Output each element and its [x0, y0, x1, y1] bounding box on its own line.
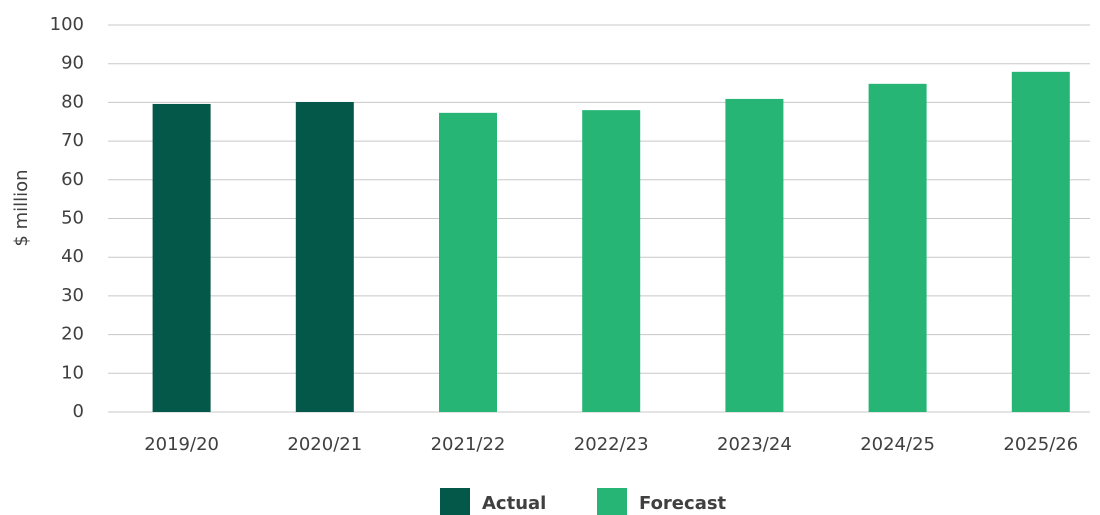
y-tick-label: 100 — [50, 14, 84, 35]
x-tick-label: 2020/21 — [287, 434, 362, 455]
bar — [152, 103, 211, 412]
x-tick-label: 2022/23 — [574, 434, 649, 455]
y-tick-label: 20 — [61, 324, 84, 345]
y-tick-label: 50 — [61, 208, 84, 229]
y-tick-label: 70 — [61, 130, 84, 151]
bar — [295, 102, 354, 412]
legend-swatch — [597, 488, 627, 515]
y-tick-label: 90 — [61, 53, 84, 74]
x-tick-label: 2023/24 — [717, 434, 792, 455]
y-tick-label: 30 — [61, 285, 84, 306]
bar — [1011, 71, 1070, 413]
x-tick-label: 2025/26 — [1003, 434, 1078, 455]
y-tick-label: 40 — [61, 246, 84, 267]
y-tick-label: 10 — [61, 362, 84, 383]
legend-label: Forecast — [639, 493, 727, 514]
y-axis-label: $ million — [11, 169, 32, 246]
x-tick-label: 2021/22 — [431, 434, 506, 455]
legend-label: Actual — [482, 493, 546, 514]
bar — [439, 112, 497, 412]
bar — [868, 83, 927, 412]
bar — [582, 110, 641, 412]
y-tick-label: 60 — [61, 169, 84, 190]
x-tick-label: 2024/25 — [860, 434, 935, 455]
y-tick-label: 80 — [61, 91, 84, 112]
y-tick-label: 0 — [73, 401, 84, 422]
legend-swatch — [440, 488, 470, 515]
bar — [725, 98, 784, 413]
x-tick-label: 2019/20 — [144, 434, 219, 455]
